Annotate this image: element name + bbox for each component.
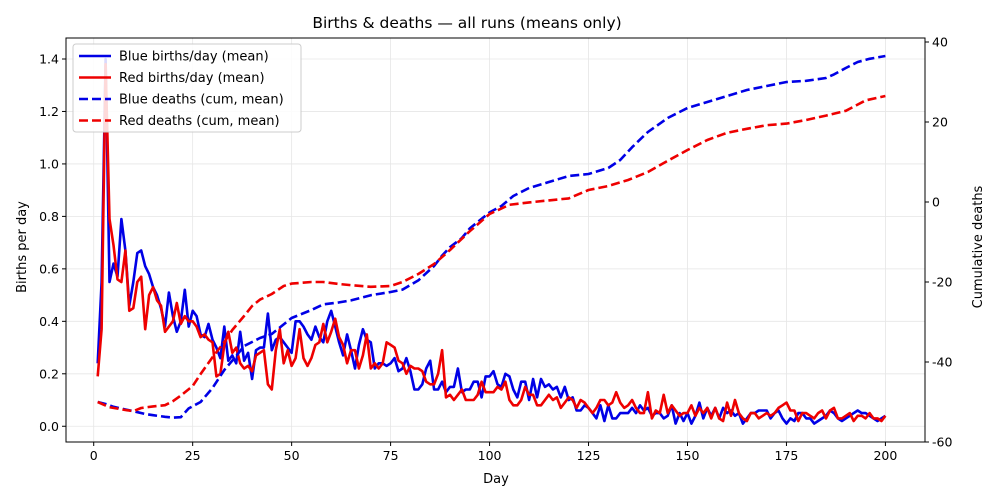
legend: Blue births/day (mean) Red births/day (me…	[72, 43, 302, 133]
y-left-tick-label: 0.4	[39, 314, 59, 329]
y-left-tick-label: 0.8	[39, 209, 59, 224]
x-tick-label: 200	[873, 448, 897, 463]
y-left-tick-label: 0.6	[39, 261, 59, 276]
y-left-tick-label: 1.4	[39, 51, 59, 66]
y-right-tick-label: -20	[932, 275, 952, 290]
y-left-tick-label: 1.2	[39, 104, 59, 119]
x-tick-label: 50	[284, 448, 300, 463]
y-left-tick-label: 0.0	[39, 419, 59, 434]
series-line-3	[97, 94, 886, 413]
x-tick-label: 100	[478, 448, 502, 463]
y-left-tick-label: 1.0	[39, 156, 59, 171]
x-tick-label: 150	[676, 448, 700, 463]
y-right-tick-label: 0	[932, 195, 940, 210]
x-tick-label: 175	[775, 448, 799, 463]
series-line-1	[96, 62, 887, 423]
y-axis-label-right: Cumulative deaths	[971, 185, 986, 308]
y-right-tick-label: -40	[932, 355, 952, 370]
x-tick-label: 0	[90, 448, 98, 463]
y-right-tick-label: -60	[932, 435, 952, 450]
legend-label-1: Red births/day (mean)	[119, 71, 265, 86]
x-axis-label: Day	[483, 472, 509, 487]
y-right-tick-label: 20	[932, 115, 948, 130]
plot-area	[96, 54, 887, 425]
axes: 0 25 50 75 100 125 150 175 2000.00.20.40.60.81.0…	[39, 35, 952, 464]
x-tick-label: 125	[577, 448, 601, 463]
legend-label-0: Blue births/day (mean)	[119, 50, 269, 65]
plot-frame	[65, 37, 926, 443]
y-left-tick-label: 0.2	[39, 366, 59, 381]
x-tick-label: 75	[383, 448, 399, 463]
series-line-2	[97, 54, 886, 419]
legend-label-2: Blue deaths (cum, mean)	[119, 93, 284, 108]
x-tick-label: 25	[185, 448, 201, 463]
legend-box	[72, 43, 302, 133]
y-axis-label-left: Births per day	[15, 201, 30, 293]
legend-label-3: Red deaths (cum, mean)	[119, 114, 280, 129]
y-right-tick-label: 40	[932, 35, 948, 50]
chart-title: Births & deaths — all runs (means only)	[312, 14, 621, 32]
